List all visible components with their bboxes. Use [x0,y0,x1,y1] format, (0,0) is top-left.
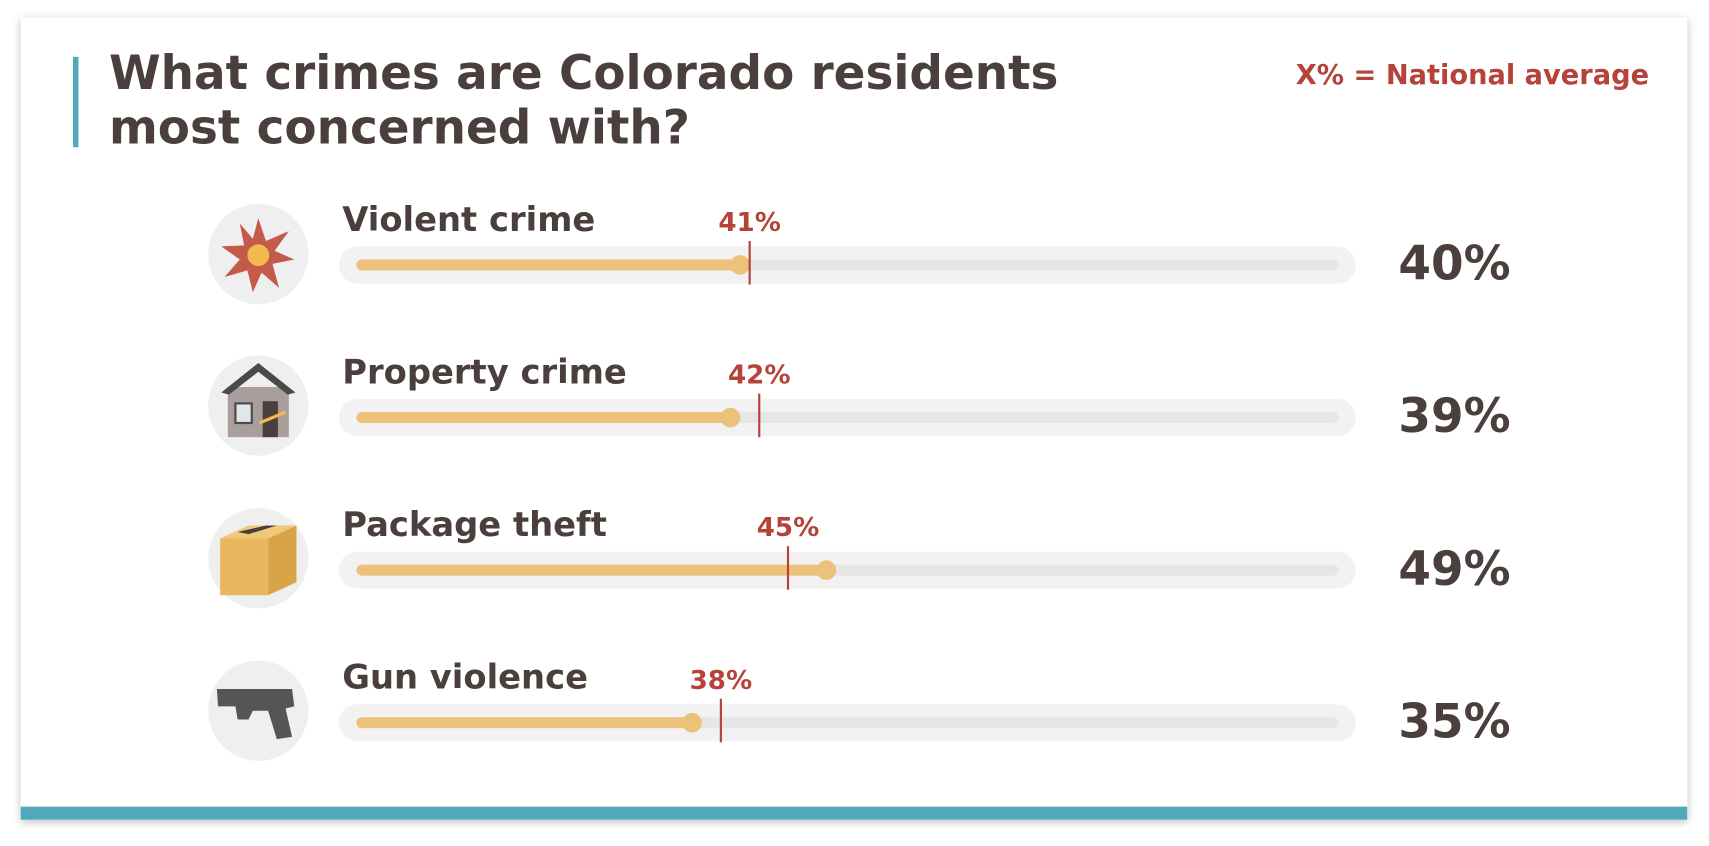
icon-roof [221,363,296,395]
icon-box-tape [237,525,277,535]
category-label: Package theft [342,505,607,544]
icon-tape [258,410,287,425]
bar-knob [816,560,837,580]
bar [356,412,731,423]
average-label: 45% [757,513,820,543]
icon-box-side [268,525,297,596]
icon-explosion-core [247,244,270,267]
icon-box-top [220,525,297,539]
icons [208,203,309,761]
average-label: 41% [718,208,781,238]
value-label: 40% [1398,238,1510,292]
title-accent [73,56,79,148]
chart-title: What crimes are Colorado residents [109,47,1058,101]
icon-gun [216,688,295,740]
bar-knob [682,712,702,733]
chart-title: most concerned with? [109,101,690,155]
bottom-stripe [20,806,1688,820]
average-label: 38% [690,666,753,696]
bar [356,564,827,576]
category-label: Gun violence [342,658,588,697]
value-label: 35% [1398,695,1510,749]
category-label: Property crime [342,352,627,391]
bar [356,259,741,271]
bar-knob [720,407,741,428]
icon-box-front [220,538,269,596]
value-label: 39% [1398,390,1510,444]
category-label: Violent crime [342,200,595,239]
average-label: 42% [728,361,791,391]
value-label: 49% [1398,543,1510,597]
legend-note: X% = National average [1296,60,1649,91]
bar-knob [730,255,750,275]
bar [356,717,693,729]
icon-window [234,402,253,425]
